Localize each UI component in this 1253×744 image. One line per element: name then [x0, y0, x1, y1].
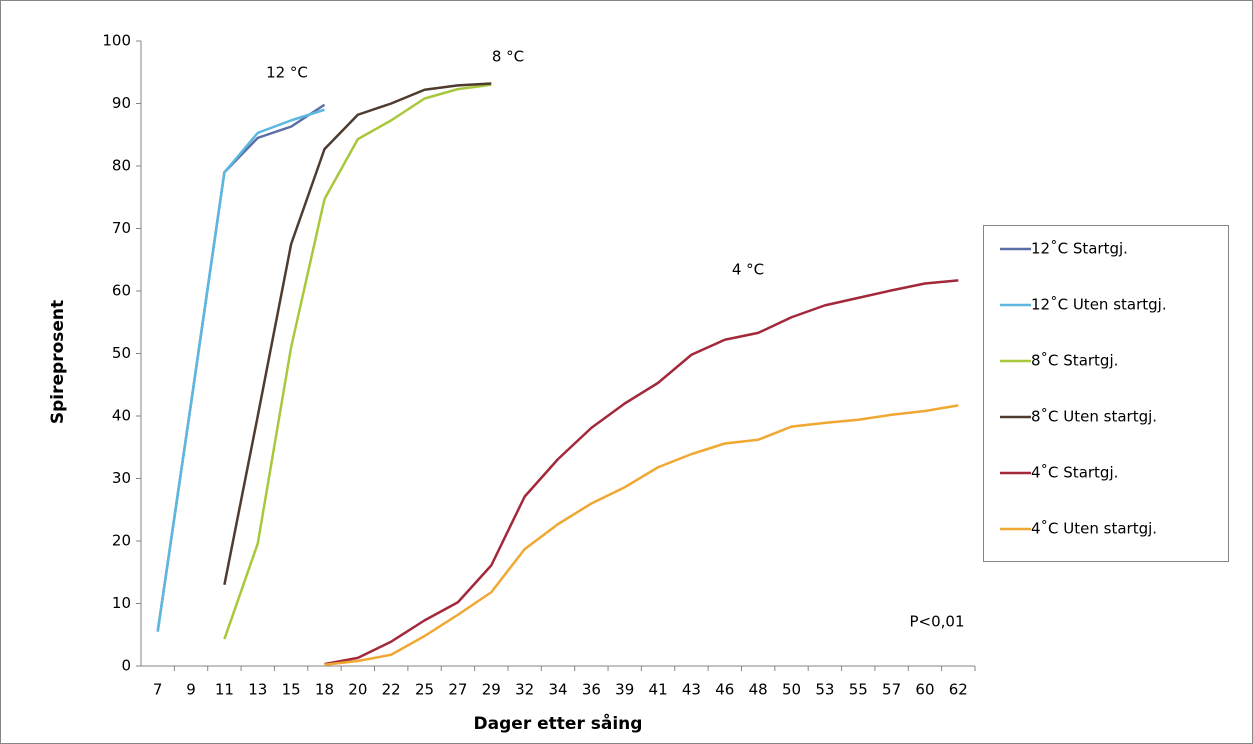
annotation: 12 °C — [266, 64, 308, 82]
x-tick-label: 18 — [315, 681, 334, 699]
legend-label: 4˚C Startgj. — [1031, 464, 1118, 482]
x-tick-label: 55 — [849, 681, 868, 699]
x-tick-label: 20 — [348, 681, 367, 699]
x-tick-label: 25 — [415, 681, 434, 699]
y-tick-label: 40 — [112, 407, 131, 425]
annotation: P<0,01 — [909, 613, 964, 631]
x-tick-label: 62 — [949, 681, 968, 699]
x-tick-label: 43 — [682, 681, 701, 699]
y-tick-label: 60 — [112, 282, 131, 300]
y-axis-title: Spireprosent — [48, 300, 68, 424]
x-tick-label: 60 — [915, 681, 934, 699]
y-tick-label: 100 — [102, 32, 131, 50]
annotation: 8 °C — [492, 48, 524, 66]
x-tick-label: 15 — [282, 681, 301, 699]
x-tick-label: 50 — [782, 681, 801, 699]
annotation: 4 °C — [732, 261, 764, 279]
x-tick-label: 57 — [882, 681, 901, 699]
y-tick-label: 50 — [112, 344, 131, 362]
x-tick-label: 9 — [186, 681, 196, 699]
x-tick-label: 36 — [582, 681, 601, 699]
series-line — [156, 108, 325, 632]
legend-label: 12˚C Uten startgj. — [1031, 296, 1167, 314]
series-line — [324, 279, 959, 666]
legend-label: 4˚C Uten startgj. — [1031, 520, 1157, 538]
x-tick-label: 32 — [515, 681, 534, 699]
x-tick-label: 41 — [649, 681, 668, 699]
x-tick-label: 22 — [382, 681, 401, 699]
x-tick-label: 29 — [482, 681, 501, 699]
series-line — [324, 404, 959, 666]
x-axis-title: Dager etter såing — [474, 712, 643, 734]
x-tick-label: 13 — [248, 681, 267, 699]
series-line — [223, 83, 492, 640]
x-tick-label: 53 — [815, 681, 834, 699]
y-tick-label: 20 — [112, 532, 131, 550]
x-tick-label: 34 — [548, 681, 567, 699]
legend-label: 12˚C Startgj. — [1031, 240, 1128, 258]
legend-label: 8˚C Startgj. — [1031, 352, 1118, 370]
x-tick-label: 27 — [448, 681, 467, 699]
series-line — [223, 82, 492, 585]
y-tick-label: 10 — [112, 594, 131, 612]
x-tick-label: 7 — [153, 681, 163, 699]
y-tick-label: 70 — [112, 219, 131, 237]
legend-label: 8˚C Uten startgj. — [1031, 408, 1157, 426]
legend — [983, 225, 1229, 562]
y-tick-label: 30 — [112, 469, 131, 487]
x-tick-label: 11 — [215, 681, 234, 699]
x-tick-label: 39 — [615, 681, 634, 699]
y-tick-label: 90 — [112, 94, 131, 112]
x-tick-label: 48 — [749, 681, 768, 699]
x-tick-label: 46 — [715, 681, 734, 699]
y-tick-label: 0 — [121, 657, 131, 675]
y-tick-label: 80 — [112, 157, 131, 175]
